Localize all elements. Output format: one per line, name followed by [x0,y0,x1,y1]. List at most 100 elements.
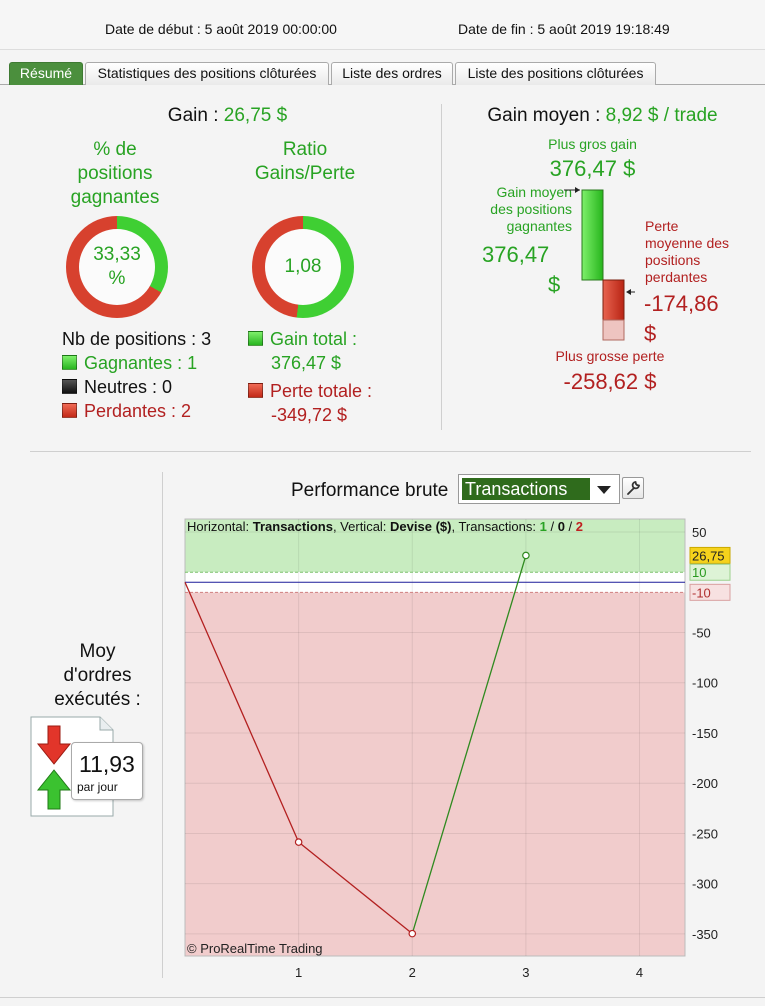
y-tick-label: -250 [692,826,718,841]
gain-loss-bars [564,187,635,341]
lower-threshold-badge: -10 [692,585,711,600]
perf-mode-select[interactable]: Transactions [458,474,620,504]
chart-axes: 1 2 3 4 50 -50 -100 -150 -200 -250 -300 -350 26,75 10… [295,525,731,980]
series-segment [411,555,527,934]
settings-button[interactable] [622,477,644,499]
ratio-title: Ratio Gains/Perte [230,138,380,186]
biggest-gain-value: 376,47 $ [549,156,636,181]
avg-win-value: 376,47 $ [482,240,567,300]
info-transactions: , Transactions: [451,519,539,534]
green-square-icon [248,331,263,346]
avg-win-label-line: des positions [490,201,572,217]
y-tick-label: -150 [692,726,718,741]
avg-loss-label-line: perdantes [645,269,708,285]
tab-resume[interactable]: Résumé [9,62,83,85]
win-pct-number: 33,33 [93,244,141,265]
gain-value: 26,75 $ [223,105,288,126]
avg-win-label: Gain moyen des positions gagnantes [472,184,572,235]
avg-gain-value: 8,92 $ / trade [605,105,718,126]
y-tick-label: -300 [692,877,718,892]
orders-label-line: Moy [79,641,116,662]
win-pct-title-line: % de [93,139,137,160]
total-loss-value: -349,72 $ [271,405,348,425]
black-square-icon [62,379,77,394]
avg-loss-value: -174,86 $ [644,289,749,349]
total-gain: Gain total : 376,47 $ [248,327,357,375]
total-gain-label: Gain total : [270,329,358,349]
orders-label-line: d'ordres [63,665,132,686]
chart-background [184,518,686,957]
win-pct-donut: 33,33 % [66,216,168,318]
lower-threshold-badge-bg [689,583,731,601]
avg-loss-label: Perte moyenne des positions perdantes [645,218,750,286]
chevron-down-icon [597,486,611,494]
info-losers: 2 [576,519,583,534]
avg-loss-label-line: moyenne des [645,235,730,251]
info-horizontal: Transactions [253,519,333,534]
win-pct-title-line: positions [77,163,153,184]
gain-title: Gain : 26,75 $ [0,105,455,127]
y-tick-label: -100 [692,676,718,691]
info-sep: / [547,519,558,534]
bottom-border [0,997,765,998]
tab-closed-stats[interactable]: Statistiques des positions clôturées [85,62,329,85]
win-pct-title-line: gagnantes [70,187,160,208]
info-mid: , Vertical: [333,519,390,534]
section-divider [30,451,751,452]
total-loss: Perte totale : -349,72 $ [248,379,372,427]
info-prefix: Horizontal: [187,519,253,534]
red-square-icon [248,383,263,398]
x-tick-label: 3 [522,965,529,980]
negative-zone [185,592,685,956]
up-arrow-icon [36,769,72,810]
win-pct-value: 33,33 % [79,229,155,305]
positive-zone [185,519,685,573]
losers-count: Perdantes : 2 [84,401,192,421]
data-point [408,929,417,938]
losers-row: Perdantes : 2 [62,399,211,423]
series-segment [184,582,300,843]
upper-threshold-badge: 10 [692,565,706,580]
down-arrow-icon [36,725,72,765]
avg-win-bar [581,189,604,281]
info-winners: 1 [540,519,547,534]
tab-orders[interactable]: Liste des ordres [331,62,453,85]
avg-loss-number: -174,86 [644,291,719,316]
info-vertical: Devise ($) [390,519,451,534]
avg-win-label-line: Gain moyen [496,184,572,200]
perf-title: Performance brute [291,480,449,501]
biggest-gain-label: Plus gros gain [548,136,637,152]
y-tick-label: -200 [692,776,718,791]
tab-closed-positions[interactable]: Liste des positions clôturées [455,62,656,85]
win-pct-title: % de positions gagnantes [40,138,190,210]
wrench-icon [627,481,640,495]
green-square-icon [62,355,77,370]
avg-gain-label: Gain moyen : [487,105,601,126]
perf-mode-value: Transactions [462,478,590,500]
section-divider [441,104,442,430]
ratio-donut: 1,08 [252,216,354,318]
chart-info: Horizontal: Transactions, Vertical: Devi… [187,519,583,534]
y-tick-label: -350 [692,927,718,942]
neutral-row: Neutres : 0 [62,375,211,399]
winners-count: Gagnantes : 1 [84,353,198,373]
x-tick-label: 1 [295,965,302,980]
info-neutral: 0 [558,519,565,534]
nb-positions: Nb de positions : 3 [62,329,212,349]
avg-win-label-line: gagnantes [506,218,572,234]
avg-loss-label-line: positions [645,252,701,268]
series-segment [298,841,413,935]
orders-per-day-value: 11,93 [79,751,135,777]
gain-label: Gain : [167,105,219,126]
perf-chart: 1 2 3 450-50-100-150-200-250-300-35026,7510… [184,518,731,980]
chart-series [184,551,530,938]
avg-win-unit: $ [548,272,561,297]
avg-win-number: 376,47 [482,242,550,267]
chart-grid [185,519,685,956]
upper-threshold-badge-bg [689,563,731,581]
y-tick-label: -50 [692,626,711,641]
biggest-loss-label: Plus grosse perte [555,348,665,364]
ratio-title-line: Gains/Perte [254,163,356,184]
biggest-loss-value: -258,62 $ [563,369,657,394]
current-value-badge: 26,75 [692,548,725,563]
